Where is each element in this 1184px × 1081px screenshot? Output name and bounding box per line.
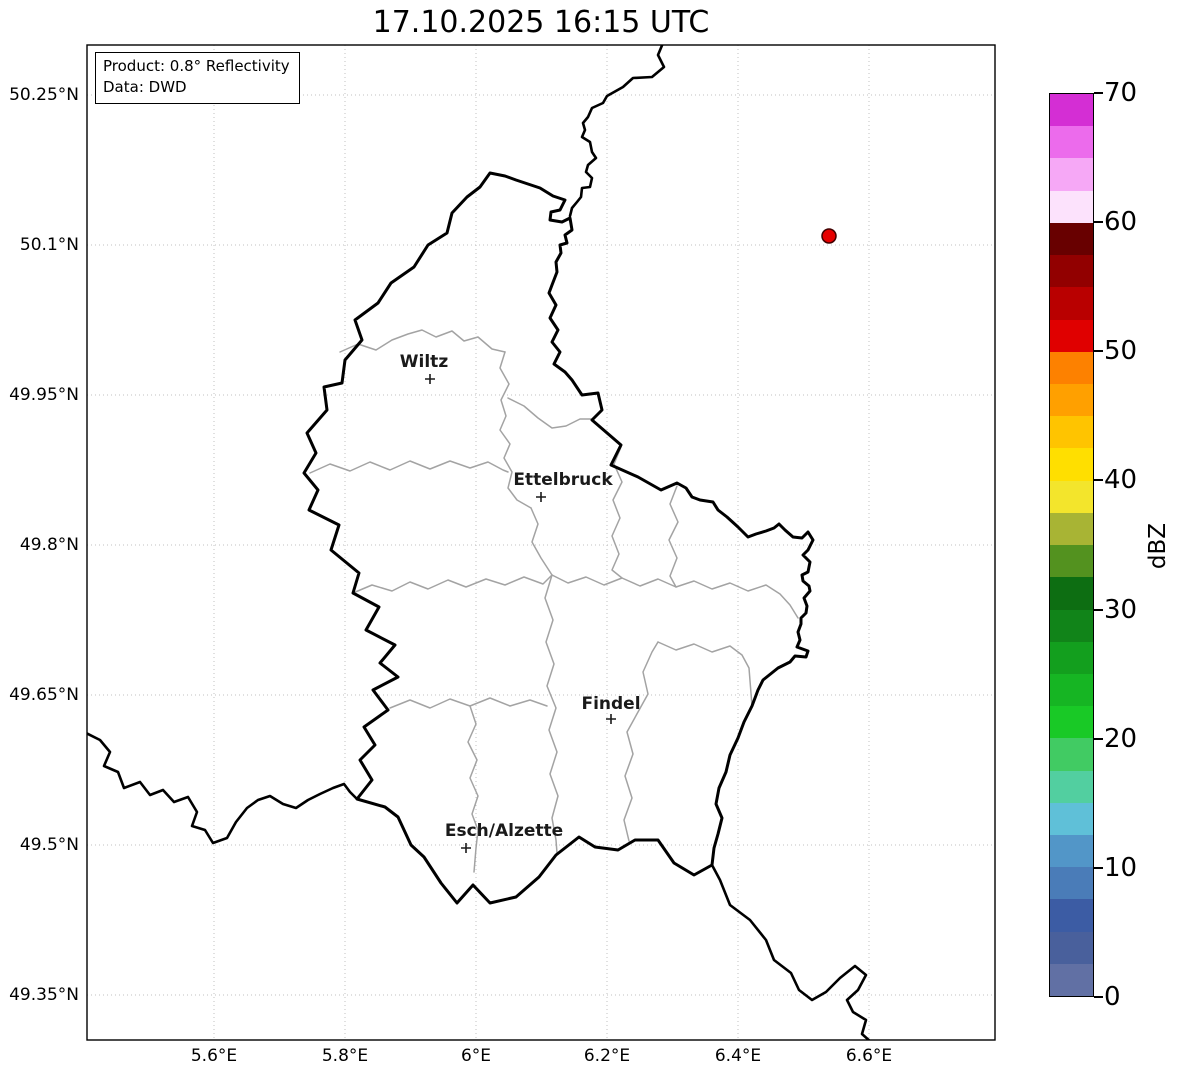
- colorbar-band: [1050, 190, 1093, 223]
- city-label: Findel: [581, 694, 640, 714]
- colorbar-band: [1050, 641, 1093, 674]
- colorbar-band: [1050, 383, 1093, 417]
- luxembourg-border: [302, 171, 815, 905]
- x-axis-tick-label: 6°E: [460, 1046, 492, 1066]
- x-axis-tick-label: 5.6°E: [190, 1046, 238, 1066]
- city-marker: [425, 374, 435, 384]
- colorbar-band: [1050, 222, 1093, 256]
- city-marker: [606, 714, 616, 724]
- page-title: 17.10.2025 16:15 UTC: [372, 5, 710, 40]
- city-label: Ettelbruck: [513, 470, 613, 490]
- product-info-box: Product: 0.8° Reflectivity Data: DWD: [95, 52, 300, 104]
- france-belgium-border: [87, 732, 359, 845]
- colorbar-tickmark: [1094, 221, 1103, 224]
- colorbar: [1049, 93, 1094, 997]
- colorbar-band: [1050, 835, 1093, 868]
- colorbar-band: [1050, 770, 1093, 803]
- city-marker: [461, 843, 471, 853]
- colorbar-tick-label: 30: [1104, 594, 1138, 625]
- colorbar-band: [1050, 577, 1093, 610]
- district-borders: [309, 329, 799, 873]
- colorbar-unit-label: dBZ: [1145, 522, 1171, 570]
- colorbar-band: [1050, 931, 1093, 964]
- colorbar-band: [1050, 255, 1093, 288]
- colorbar-band: [1050, 158, 1093, 191]
- radar-detection-dot: [821, 228, 837, 244]
- colorbar-band: [1050, 351, 1093, 384]
- plot-frame: [86, 44, 996, 1041]
- colorbar-tickmark: [1094, 479, 1103, 482]
- colorbar-band: [1050, 609, 1093, 642]
- graticule: [87, 45, 995, 1040]
- colorbar-tickmark: [1094, 737, 1103, 740]
- france-germany-border: [710, 863, 871, 1040]
- data-source-line: Data: DWD: [103, 78, 187, 96]
- y-axis-tick-label: 49.8°N: [19, 535, 79, 555]
- city-label: Wiltz: [400, 352, 449, 372]
- detection-layer: [821, 228, 837, 244]
- colorbar-band: [1050, 963, 1093, 997]
- colorbar-tick-label: 50: [1104, 336, 1138, 367]
- city-label: Esch/Alzette: [445, 821, 563, 841]
- colorbar-band: [1050, 448, 1093, 481]
- y-axis-tick-label: 49.65°N: [9, 685, 79, 705]
- colorbar-band: [1050, 126, 1093, 159]
- colorbar-band: [1050, 706, 1093, 739]
- city-layer: Wiltz Ettelbruck Findel Esch/Alzette: [400, 352, 641, 853]
- colorbar-tickmark: [1094, 350, 1103, 353]
- y-axis-tick-label: 50.25°N: [9, 85, 79, 105]
- colorbar-band: [1050, 738, 1093, 771]
- colorbar-band: [1050, 512, 1093, 546]
- colorbar-tickmark: [1094, 866, 1103, 869]
- y-axis-tick-label: 49.35°N: [9, 985, 79, 1005]
- colorbar-band: [1050, 899, 1093, 932]
- colorbar-tick-label: 40: [1104, 465, 1138, 496]
- colorbar-band: [1050, 287, 1093, 320]
- colorbar-band: [1050, 319, 1093, 352]
- colorbar-tick-label: 0: [1104, 982, 1121, 1012]
- colorbar-band: [1050, 94, 1093, 127]
- colorbar-tickmark: [1094, 608, 1103, 611]
- x-axis-tick-label: 6.4°E: [714, 1046, 762, 1066]
- colorbar-band: [1050, 416, 1093, 449]
- belgium-germany-border: [568, 45, 666, 218]
- colorbar-tickmark: [1094, 92, 1103, 94]
- colorbar-band: [1050, 545, 1093, 578]
- colorbar-tick-label: 60: [1104, 207, 1138, 238]
- x-axis-tick-label: 6.6°E: [845, 1046, 893, 1066]
- colorbar-tick-label: 10: [1104, 852, 1138, 883]
- y-axis-tick-label: 50.1°N: [19, 235, 79, 255]
- colorbar-band: [1050, 480, 1093, 513]
- colorbar-band: [1050, 867, 1093, 900]
- colorbar-tick-label: 20: [1104, 723, 1138, 754]
- y-axis-tick-label: 49.95°N: [9, 385, 79, 405]
- x-axis-tick-label: 6.2°E: [583, 1046, 631, 1066]
- x-axis-tick-label: 5.8°E: [321, 1046, 369, 1066]
- product-line: Product: 0.8° Reflectivity: [103, 57, 290, 75]
- colorbar-tick-label: 70: [1104, 78, 1138, 108]
- colorbar-band: [1050, 673, 1093, 707]
- y-axis-tick-label: 49.5°N: [19, 835, 79, 855]
- colorbar-tickmark: [1094, 996, 1103, 998]
- city-marker: [536, 492, 546, 502]
- colorbar-band: [1050, 802, 1093, 836]
